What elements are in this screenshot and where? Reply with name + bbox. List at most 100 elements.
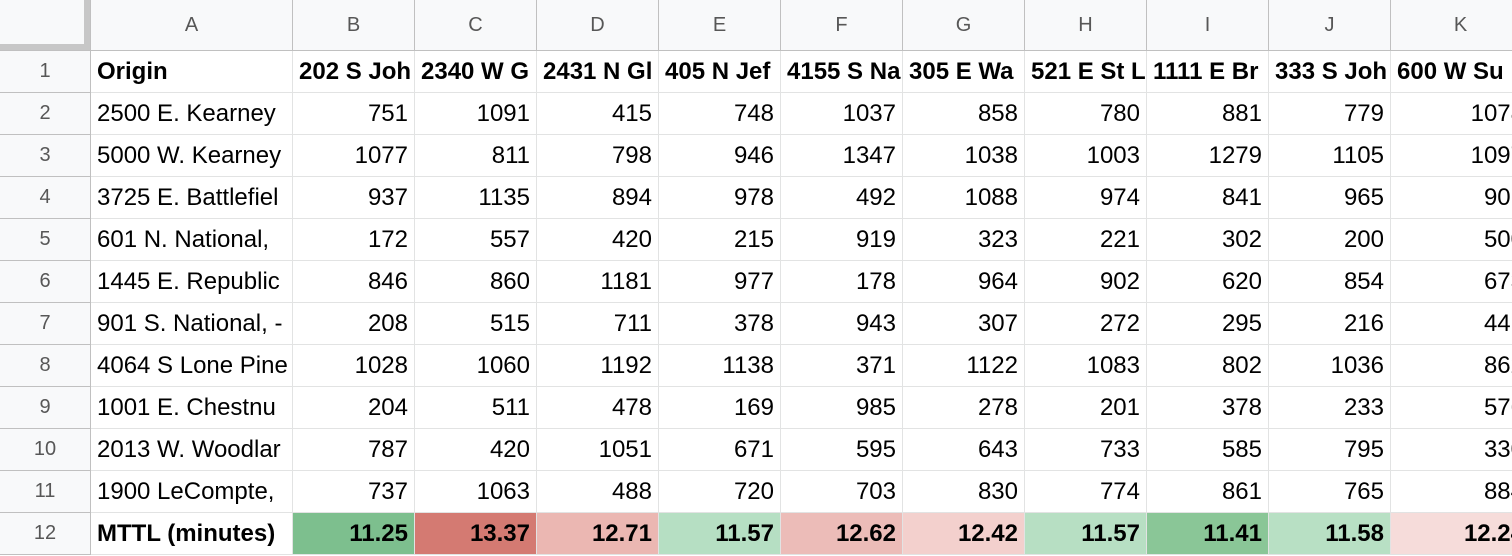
column-header[interactable]: B xyxy=(293,0,415,51)
time-cell[interactable]: 643 xyxy=(903,429,1025,471)
destination-header-cell[interactable]: 333 S Joh xyxy=(1269,51,1391,93)
time-cell[interactable]: 172 xyxy=(293,219,415,261)
time-cell[interactable]: 1347 xyxy=(781,135,903,177)
time-cell[interactable]: 854 xyxy=(1269,261,1391,303)
origin-cell[interactable]: 2013 W. Woodlar xyxy=(91,429,293,471)
time-cell[interactable]: 711 xyxy=(537,303,659,345)
column-header[interactable]: J xyxy=(1269,0,1391,51)
time-cell[interactable]: 500 xyxy=(1391,219,1512,261)
time-cell[interactable]: 441 xyxy=(1391,303,1512,345)
time-cell[interactable]: 557 xyxy=(415,219,537,261)
time-cell[interactable]: 737 xyxy=(293,471,415,513)
time-cell[interactable]: 902 xyxy=(1025,261,1147,303)
time-cell[interactable]: 748 xyxy=(659,93,781,135)
time-cell[interactable]: 1138 xyxy=(659,345,781,387)
origin-cell[interactable]: 3725 E. Battlefiel xyxy=(91,177,293,219)
column-header[interactable]: C xyxy=(415,0,537,51)
time-cell[interactable]: 1036 xyxy=(1269,345,1391,387)
mttl-cell[interactable]: 11.58 xyxy=(1269,513,1391,555)
time-cell[interactable]: 415 xyxy=(537,93,659,135)
time-cell[interactable]: 780 xyxy=(1025,93,1147,135)
time-cell[interactable]: 272 xyxy=(1025,303,1147,345)
time-cell[interactable]: 733 xyxy=(1025,429,1147,471)
time-cell[interactable]: 787 xyxy=(293,429,415,471)
time-cell[interactable]: 278 xyxy=(903,387,1025,429)
time-cell[interactable]: 515 xyxy=(415,303,537,345)
time-cell[interactable]: 307 xyxy=(903,303,1025,345)
mttl-cell[interactable]: 13.37 xyxy=(415,513,537,555)
time-cell[interactable]: 1091 xyxy=(415,93,537,135)
origin-cell[interactable]: 601 N. National, xyxy=(91,219,293,261)
mttl-cell[interactable]: 11.57 xyxy=(659,513,781,555)
time-cell[interactable]: 302 xyxy=(1147,219,1269,261)
destination-header-cell[interactable]: 2340 W G xyxy=(415,51,537,93)
time-cell[interactable]: 978 xyxy=(659,177,781,219)
time-cell[interactable]: 295 xyxy=(1147,303,1269,345)
origin-cell[interactable]: 1445 E. Republic xyxy=(91,261,293,303)
time-cell[interactable]: 1051 xyxy=(537,429,659,471)
time-cell[interactable]: 811 xyxy=(415,135,537,177)
origin-cell[interactable]: 2500 E. Kearney xyxy=(91,93,293,135)
time-cell[interactable]: 595 xyxy=(781,429,903,471)
destination-header-cell[interactable]: 600 W Su xyxy=(1391,51,1512,93)
time-cell[interactable]: 233 xyxy=(1269,387,1391,429)
column-header[interactable]: E xyxy=(659,0,781,51)
origin-cell[interactable]: 901 S. National, - xyxy=(91,303,293,345)
time-cell[interactable]: 943 xyxy=(781,303,903,345)
time-cell[interactable]: 765 xyxy=(1269,471,1391,513)
time-cell[interactable]: 201 xyxy=(1025,387,1147,429)
column-header[interactable]: H xyxy=(1025,0,1147,51)
time-cell[interactable]: 774 xyxy=(1025,471,1147,513)
time-cell[interactable]: 977 xyxy=(659,261,781,303)
row-header[interactable]: 10 xyxy=(0,429,91,471)
time-cell[interactable]: 862 xyxy=(1391,345,1512,387)
time-cell[interactable]: 830 xyxy=(903,471,1025,513)
time-cell[interactable]: 894 xyxy=(537,177,659,219)
row-header[interactable]: 4 xyxy=(0,177,91,219)
origin-cell[interactable]: 1001 E. Chestnu xyxy=(91,387,293,429)
time-cell[interactable]: 846 xyxy=(293,261,415,303)
time-cell[interactable]: 478 xyxy=(537,387,659,429)
row-header[interactable]: 2 xyxy=(0,93,91,135)
time-cell[interactable]: 420 xyxy=(415,429,537,471)
time-cell[interactable]: 1097 xyxy=(1391,135,1512,177)
time-cell[interactable]: 1088 xyxy=(903,177,1025,219)
time-cell[interactable]: 221 xyxy=(1025,219,1147,261)
time-cell[interactable]: 169 xyxy=(659,387,781,429)
time-cell[interactable]: 1038 xyxy=(903,135,1025,177)
time-cell[interactable]: 802 xyxy=(1147,345,1269,387)
select-all-corner[interactable] xyxy=(0,0,91,51)
column-header[interactable]: G xyxy=(903,0,1025,51)
time-cell[interactable]: 1037 xyxy=(781,93,903,135)
time-cell[interactable]: 215 xyxy=(659,219,781,261)
time-cell[interactable]: 1181 xyxy=(537,261,659,303)
time-cell[interactable]: 1192 xyxy=(537,345,659,387)
time-cell[interactable]: 673 xyxy=(1391,261,1512,303)
frozen-row-handle[interactable] xyxy=(0,44,90,50)
row-header[interactable]: 9 xyxy=(0,387,91,429)
time-cell[interactable]: 511 xyxy=(415,387,537,429)
time-cell[interactable]: 1279 xyxy=(1147,135,1269,177)
mttl-cell[interactable]: 12.62 xyxy=(781,513,903,555)
time-cell[interactable]: 420 xyxy=(537,219,659,261)
frozen-column-handle[interactable] xyxy=(84,0,90,50)
time-cell[interactable]: 946 xyxy=(659,135,781,177)
row-header[interactable]: 12 xyxy=(0,513,91,555)
mttl-cell[interactable]: 12.42 xyxy=(903,513,1025,555)
time-cell[interactable]: 860 xyxy=(415,261,537,303)
time-cell[interactable]: 1122 xyxy=(903,345,1025,387)
time-cell[interactable]: 1028 xyxy=(293,345,415,387)
row-header[interactable]: 1 xyxy=(0,51,91,93)
time-cell[interactable]: 576 xyxy=(1391,387,1512,429)
destination-header-cell[interactable]: 4155 S Na xyxy=(781,51,903,93)
time-cell[interactable]: 585 xyxy=(1147,429,1269,471)
mttl-cell[interactable]: 11.57 xyxy=(1025,513,1147,555)
time-cell[interactable]: 200 xyxy=(1269,219,1391,261)
column-header[interactable]: D xyxy=(537,0,659,51)
time-cell[interactable]: 1063 xyxy=(415,471,537,513)
row-header[interactable]: 5 xyxy=(0,219,91,261)
time-cell[interactable]: 965 xyxy=(1269,177,1391,219)
time-cell[interactable]: 901 xyxy=(1391,177,1512,219)
row-header[interactable]: 3 xyxy=(0,135,91,177)
